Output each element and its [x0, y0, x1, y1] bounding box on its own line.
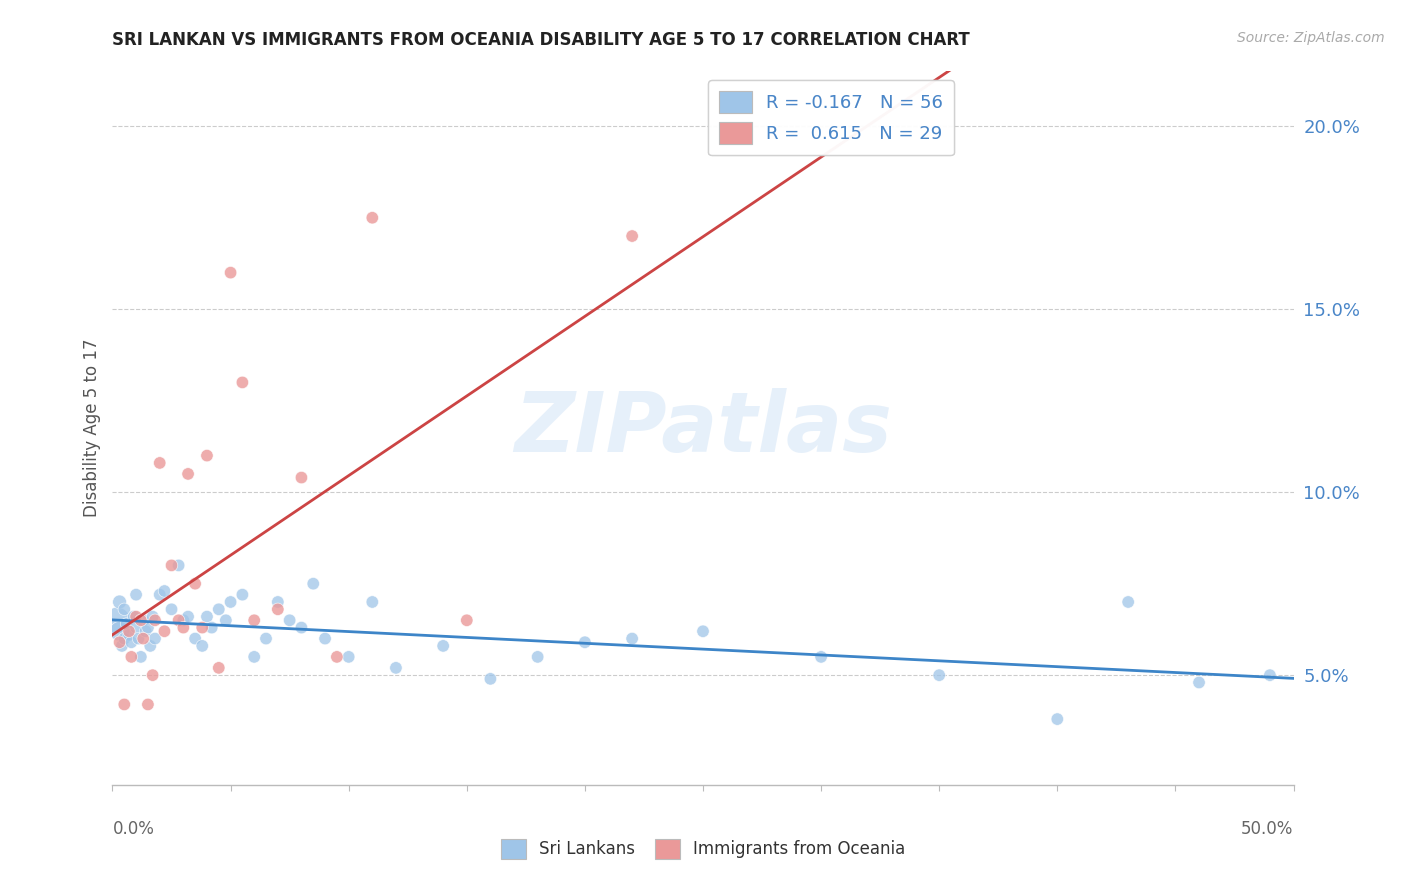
Point [118, 624, 141, 639]
Point [337, 649, 360, 664]
Point [149, 588, 172, 602]
Text: SRI LANKAN VS IMMIGRANTS FROM OCEANIA DISABILITY AGE 5 TO 17 CORRELATION CHART: SRI LANKAN VS IMMIGRANTS FROM OCEANIA DI… [112, 31, 970, 49]
Point [149, 456, 172, 470]
Point [191, 639, 214, 653]
Point [290, 621, 312, 635]
Point [132, 613, 155, 627]
Point [928, 668, 950, 682]
Point [208, 661, 231, 675]
Point [479, 672, 502, 686]
Point [127, 632, 149, 646]
Point [142, 609, 165, 624]
Point [1258, 668, 1281, 682]
Point [1116, 595, 1139, 609]
Point [160, 558, 183, 573]
Text: 50.0%: 50.0% [1241, 820, 1294, 838]
Point [122, 609, 145, 624]
Point [621, 229, 644, 244]
Point [112, 632, 135, 646]
Point [456, 613, 478, 627]
Point [129, 613, 152, 627]
Point [361, 211, 384, 225]
Point [184, 632, 207, 646]
Point [172, 613, 194, 627]
Point [118, 628, 141, 642]
Point [143, 632, 166, 646]
Point [219, 595, 242, 609]
Point [112, 602, 135, 616]
Legend: R = -0.167   N = 56, R =  0.615   N = 29: R = -0.167 N = 56, R = 0.615 N = 29 [709, 80, 953, 155]
Point [153, 584, 176, 599]
Point [692, 624, 714, 639]
Point [135, 624, 157, 639]
Point [108, 624, 131, 639]
Point [167, 558, 190, 573]
Point [136, 621, 159, 635]
Point [177, 609, 200, 624]
Point [574, 635, 596, 649]
Point [385, 661, 408, 675]
Point [267, 602, 290, 616]
Point [215, 613, 238, 627]
Point [125, 621, 148, 635]
Y-axis label: Disability Age 5 to 17: Disability Age 5 to 17 [83, 339, 101, 517]
Point [254, 632, 277, 646]
Point [125, 588, 148, 602]
Point [526, 649, 548, 664]
Point [120, 649, 142, 664]
Point [267, 595, 290, 609]
Text: 0.0%: 0.0% [112, 820, 155, 838]
Point [314, 632, 336, 646]
Point [208, 602, 231, 616]
Point [108, 595, 131, 609]
Point [326, 649, 349, 664]
Point [361, 595, 384, 609]
Point [120, 635, 142, 649]
Point [231, 376, 253, 390]
Point [1188, 675, 1211, 690]
Point [112, 698, 135, 712]
Point [115, 616, 138, 631]
Point [290, 470, 312, 484]
Point [142, 668, 165, 682]
Point [105, 613, 128, 627]
Point [621, 632, 644, 646]
Point [432, 639, 454, 653]
Point [177, 467, 200, 481]
Point [136, 698, 159, 712]
Point [184, 576, 207, 591]
Point [167, 613, 190, 627]
Point [111, 639, 134, 653]
Point [172, 621, 194, 635]
Point [195, 449, 218, 463]
Point [129, 649, 152, 664]
Point [191, 621, 214, 635]
Point [278, 613, 301, 627]
Point [219, 266, 242, 280]
Legend: Sri Lankans, Immigrants from Oceania: Sri Lankans, Immigrants from Oceania [494, 832, 912, 866]
Point [160, 602, 183, 616]
Text: Source: ZipAtlas.com: Source: ZipAtlas.com [1237, 31, 1385, 45]
Point [153, 624, 176, 639]
Text: ZIPatlas: ZIPatlas [515, 388, 891, 468]
Point [243, 649, 266, 664]
Point [1046, 712, 1069, 726]
Point [132, 632, 155, 646]
Point [243, 613, 266, 627]
Point [195, 609, 218, 624]
Point [108, 635, 131, 649]
Point [143, 613, 166, 627]
Point [139, 639, 162, 653]
Point [201, 621, 224, 635]
Point [810, 649, 832, 664]
Point [302, 576, 325, 591]
Point [231, 588, 253, 602]
Point [125, 609, 148, 624]
